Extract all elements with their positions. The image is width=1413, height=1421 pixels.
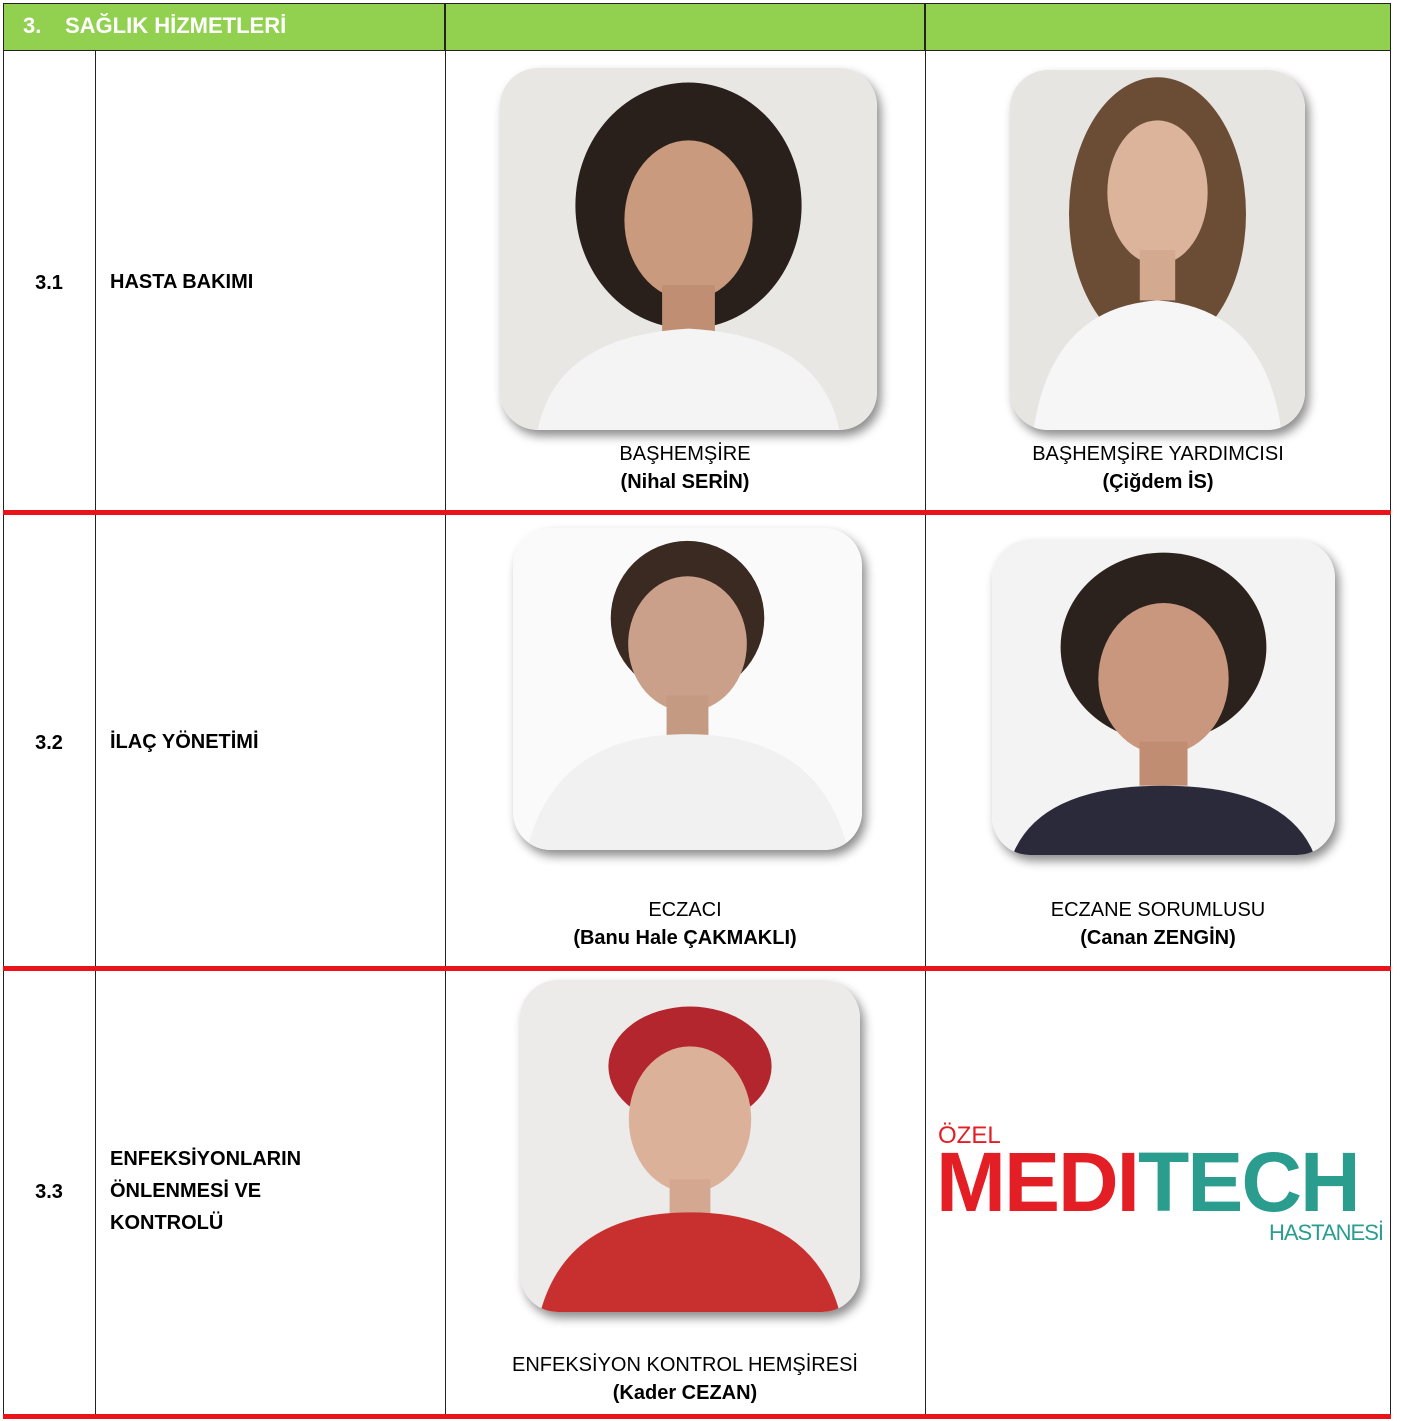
row-title-line: ENFEKSİYONLARIN <box>110 1148 302 1170</box>
person-name: (Çiğdem İS) <box>1102 471 1214 493</box>
caption: BAŞHEMŞİRE (Nihal SERİN) <box>445 440 925 496</box>
row-number: 3.3 <box>35 1181 63 1203</box>
header-cell <box>925 3 1391 51</box>
role: ENFEKSİYON KONTROL HEMŞİRESİ <box>512 1354 858 1376</box>
row-title-line: ÖNLENMESİ VE <box>110 1180 262 1202</box>
caption: ECZANE SORUMLUSU (Canan ZENGİN) <box>925 896 1391 952</box>
border <box>445 3 446 1418</box>
row-title: ENFEKSİYONLARIN ÖNLENMESİ VE KONTROLÜ <box>110 1143 440 1239</box>
row-number: 3.2 <box>35 732 63 754</box>
role: BAŞHEMŞİRE <box>619 443 751 465</box>
row-separator <box>3 510 1391 515</box>
row-separator <box>3 1414 1391 1419</box>
row-number: 3.1 <box>35 272 63 294</box>
photo <box>513 528 862 850</box>
border <box>925 3 926 1418</box>
header-title: SAĞLIK HİZMETLERİ <box>65 13 287 38</box>
logo-bottom: HASTANESİ <box>1268 1220 1384 1245</box>
person-name: (Nihal SERİN) <box>620 471 750 493</box>
header-cell <box>445 3 925 51</box>
row-title: HASTA BAKIMI <box>110 271 254 293</box>
role: BAŞHEMŞİRE YARDIMCISI <box>1032 443 1284 465</box>
header-number: 3. <box>23 13 42 38</box>
logo-main: MEDITECH <box>936 1140 1361 1224</box>
caption: BAŞHEMŞİRE YARDIMCISI (Çiğdem İS) <box>925 440 1391 496</box>
row-title-line: KONTROLÜ <box>110 1212 224 1234</box>
logo-red: MEDI <box>936 1135 1140 1229</box>
header-cell: 3. SAĞLIK HİZMETLERİ <box>3 3 445 51</box>
role: ECZACI <box>648 899 722 921</box>
border <box>95 51 96 1418</box>
logo-teal: TECH <box>1138 1135 1361 1229</box>
person-name: (Kader CEZAN) <box>612 1382 758 1404</box>
border <box>1390 3 1391 1418</box>
caption: ENFEKSİYON KONTROL HEMŞİRESİ (Kader CEZAN… <box>445 1351 925 1407</box>
person-name: (Canan ZENGİN) <box>1080 927 1236 949</box>
header-border <box>3 3 1391 51</box>
row-title: İLAÇ YÖNETİMİ <box>110 731 259 753</box>
photo <box>1010 70 1305 430</box>
logo-top: ÖZEL <box>938 1122 1001 1149</box>
photo <box>500 68 877 430</box>
border <box>3 51 4 1418</box>
role: ECZANE SORUMLUSU <box>1050 899 1266 921</box>
person-name: (Banu Hale ÇAKMAKLI) <box>573 927 797 949</box>
photo <box>992 540 1335 855</box>
caption: ECZACI (Banu Hale ÇAKMAKLI) <box>445 896 925 952</box>
photo <box>520 980 860 1312</box>
row-separator <box>3 966 1391 971</box>
